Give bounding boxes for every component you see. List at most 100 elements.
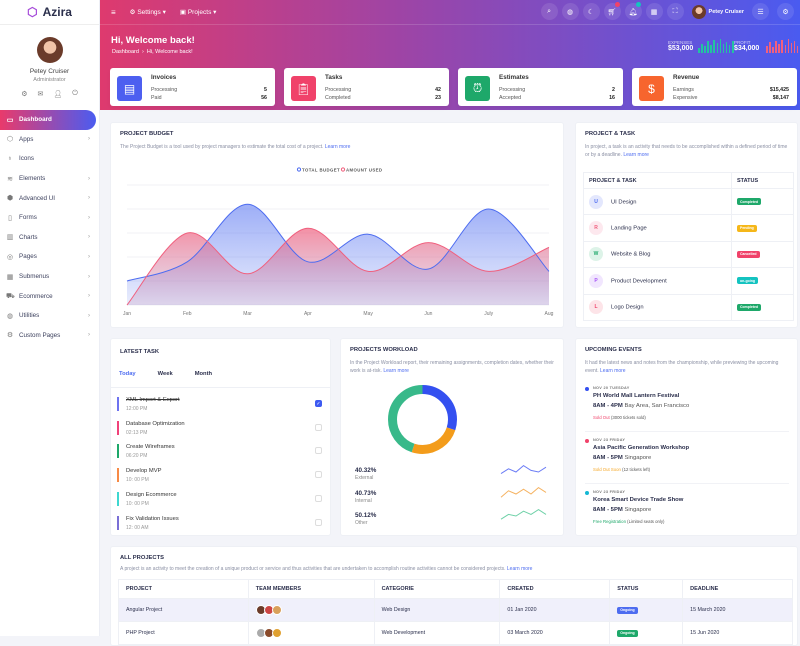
column-header: CREATED	[499, 579, 611, 599]
sidebar-item-forms[interactable]: ▯ Forms ›	[0, 208, 99, 228]
settings-icon: ⚙	[6, 332, 14, 340]
avatar[interactable]	[271, 605, 282, 615]
project-cell: R Landing Page	[583, 214, 732, 242]
card-description: In project, a task is an activity that n…	[585, 143, 790, 159]
sidebar-item-dashboard[interactable]: ▭ Dashboard	[0, 110, 96, 130]
sidebar-item-label: Elements	[19, 175, 46, 183]
event-date: NOV 20 TUESDAY	[593, 386, 630, 390]
event-item[interactable]: NOV 20 TUESDAY PH World Mall Lantern Fest…	[585, 384, 789, 432]
task-checkbox[interactable]	[315, 423, 322, 431]
table-row[interactable]: U UI Design Completed	[583, 187, 794, 216]
stat-card-tasks[interactable]: 📋︎ Tasks Processing 42 Completed 23	[284, 68, 449, 106]
search-icon[interactable]: ⌕	[540, 3, 558, 20]
task-checkbox[interactable]: ✓	[315, 400, 322, 407]
stat-label: Processing	[151, 87, 178, 93]
task-checkbox[interactable]	[315, 447, 322, 455]
fullscreen-icon[interactable]: ⛶	[666, 3, 684, 20]
task-checkbox[interactable]	[315, 494, 322, 502]
card-title: UPCOMING EVENTS	[585, 347, 642, 353]
project-cell: U UI Design	[583, 187, 732, 216]
sidebar-item-submenus[interactable]: ▦ Submenus ›	[0, 267, 99, 287]
sidebar-item-utilities[interactable]: ◍ Utilities ›	[0, 306, 99, 326]
table-row[interactable]: PHP Project Web Development 03 March 2020 O…	[118, 621, 793, 645]
task-checkbox[interactable]	[315, 471, 322, 479]
stat-card-estimates[interactable]: ⏰︎ Estimates Processing 2 Accepted 16	[458, 68, 623, 106]
sidebar-item-elements[interactable]: ≋ Elements ›	[0, 169, 99, 189]
event-item[interactable]: NOV 23 FRIDAY Korea Smart Device Trade Sh…	[585, 488, 789, 536]
dark-mode-icon[interactable]: ☾	[582, 3, 600, 20]
projects-menu[interactable]: ▣ Projects ▾	[179, 9, 217, 16]
apps-grid-icon[interactable]: ▦	[645, 3, 663, 20]
workload-percent: 40.73%	[355, 489, 377, 497]
spark-bar	[719, 39, 722, 53]
sidebar-item-advanced-ui[interactable]: ⬢ Advanced UI ›	[0, 188, 99, 208]
sidebar-item-custom-pages[interactable]: ⚙ Custom Pages ›	[0, 326, 99, 346]
legend-label[interactable]: TOTAL BUDGET	[302, 168, 340, 173]
sidebar-item-pages[interactable]: ◎ Pages ›	[0, 247, 99, 267]
avatar[interactable]	[271, 628, 282, 638]
table-row[interactable]: Angular Project Web Design 01 Jan 2020 Ongo…	[118, 598, 793, 622]
status-cell: Ongoing	[609, 598, 684, 622]
task-item: Develop MVP 10: 00 PM	[117, 466, 324, 490]
breadcrumb: Dashboard › Hi, Welcome back!	[112, 49, 193, 55]
event-item[interactable]: NOV 23 FRIDAY Asia Pacific Generation Wor…	[585, 436, 789, 484]
power-icon[interactable]: ⏻	[72, 90, 78, 97]
mail-icon[interactable]: ✉	[37, 91, 44, 98]
invoice-icon: ▤	[117, 76, 142, 101]
logo[interactable]: ⬡ Azira	[0, 0, 99, 25]
sidebar-item-apps[interactable]: ⬡ Apps ›	[0, 130, 99, 150]
event-status-note: (3000 tickets sold)	[610, 415, 646, 420]
gear-icon[interactable]: ⚙	[777, 3, 794, 20]
tab-month[interactable]: Month	[194, 371, 213, 377]
x-tick-label: Mar	[243, 311, 252, 317]
spark-bar	[710, 45, 712, 53]
learn-more-link[interactable]: Learn more	[600, 368, 626, 374]
description-text: It had the latest news and notes from th…	[585, 360, 779, 374]
learn-more-link[interactable]: Learn more	[383, 368, 409, 374]
legend-label[interactable]: AMOUNT USED	[346, 168, 382, 173]
settings-label: Settings	[137, 9, 161, 16]
language-icon[interactable]: ◍	[561, 3, 579, 20]
table-row[interactable]: P Product Development on-going	[583, 267, 794, 295]
spark-bar	[766, 46, 768, 53]
event-status: Sold Out (3000 tickets sold)	[593, 415, 646, 420]
cart-icon[interactable]: 🛒︎	[603, 2, 621, 20]
learn-more-link[interactable]: Learn more	[623, 152, 649, 158]
user-menu[interactable]: Petey Cruiser	[691, 4, 744, 19]
tab-week[interactable]: Week	[157, 371, 173, 377]
learn-more-link[interactable]: Learn more	[506, 566, 533, 572]
table-row[interactable]: W Website & Blog Cancelled	[583, 240, 794, 269]
x-tick-label: Jan	[123, 311, 131, 317]
menu-toggle-icon[interactable]: ≡	[111, 7, 116, 17]
sidebar-item-icons[interactable]: ♁ Icons	[0, 149, 99, 169]
user-icon[interactable]: 👤︎	[53, 91, 63, 98]
notification-bell-icon[interactable]: 🔔︎	[624, 2, 642, 20]
stat-value: 23	[435, 95, 441, 101]
tab-today[interactable]: Today	[119, 371, 136, 377]
column-header: PROJECT	[118, 579, 249, 599]
user-name: Petey Cruiser	[29, 68, 70, 75]
table-row[interactable]: L Logo Design Completed	[583, 293, 794, 321]
description-text: In the Project Workload report, their re…	[350, 360, 554, 374]
learn-more-link[interactable]: Learn more	[324, 144, 351, 150]
sidebar-item-charts[interactable]: ▥ Charts ›	[0, 228, 99, 248]
sidebar-item-label: Ecommerce	[19, 292, 53, 300]
column-header: DEADLINE	[682, 579, 793, 599]
spark-bar	[793, 41, 796, 53]
settings-icon[interactable]: ⚙	[21, 91, 28, 98]
sidebar-toggle-icon[interactable]: ☰	[752, 3, 769, 20]
stat-card-invoices[interactable]: ▤ Invoices Processing 5 Paid 56	[110, 68, 275, 106]
event-date: NOV 23 FRIDAY	[593, 438, 626, 442]
breadcrumb-dashboard[interactable]: Dashboard	[112, 49, 139, 55]
avatar[interactable]	[36, 37, 63, 63]
sidebar-nav: ▭ Dashboard ⬡ Apps › ♁ Icons ≋ Elements › ⬢ Advance…	[0, 110, 99, 345]
stat-title: Invoices	[151, 74, 177, 81]
stat-card-revenue[interactable]: $ Revenue Earnings $15,425 Expensive $8,147	[632, 68, 797, 106]
task-checkbox[interactable]	[315, 518, 322, 526]
alarm-clock-icon: ⏰︎	[465, 76, 490, 101]
description-text: In project, a task is an activity that n…	[585, 144, 788, 158]
sidebar-item-ecommerce[interactable]: ⛟ Ecommerce ›	[0, 286, 99, 306]
settings-menu[interactable]: ⚙ Settings ▾	[129, 9, 166, 16]
column-header: PROJECT & TASK	[583, 172, 732, 189]
table-row[interactable]: R Landing Page Pending	[583, 214, 794, 242]
